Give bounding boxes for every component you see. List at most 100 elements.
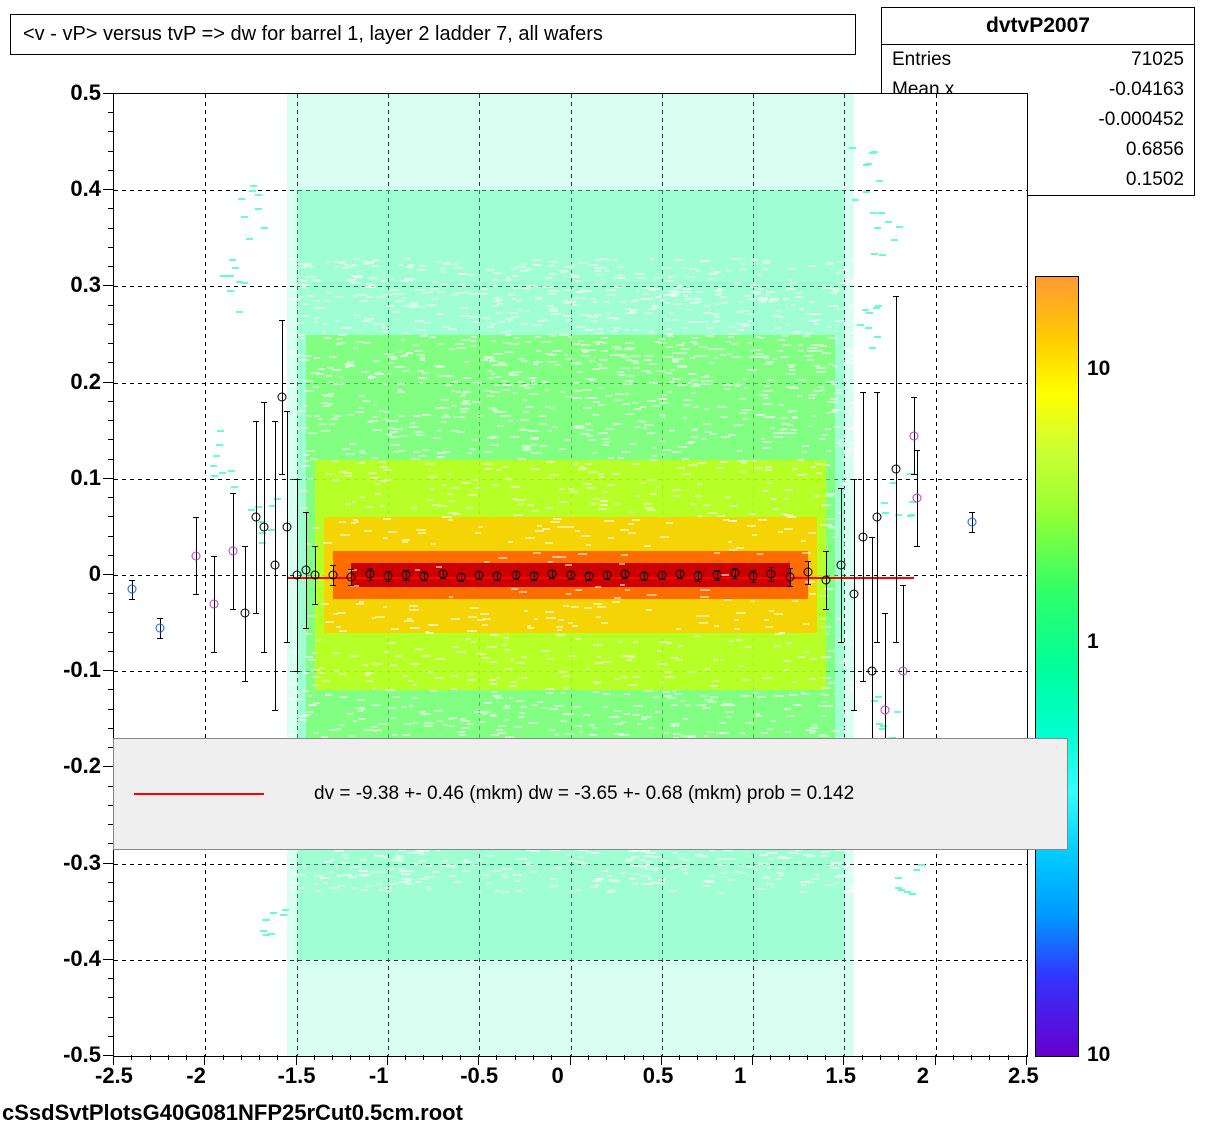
x-minor-tick	[989, 1055, 990, 1060]
density-speckle	[814, 319, 821, 321]
sparse-speckle	[255, 194, 262, 196]
sparse-speckle	[213, 455, 220, 457]
density-speckle	[329, 871, 334, 873]
density-speckle	[773, 432, 783, 434]
sparse-speckle	[232, 267, 239, 269]
profile-marker	[270, 561, 279, 570]
density-speckle	[664, 732, 669, 734]
density-speckle	[761, 301, 766, 303]
x-minor-tick	[405, 1055, 406, 1060]
density-speckle	[456, 651, 466, 653]
density-speckle	[596, 878, 603, 880]
profile-marker	[438, 570, 447, 579]
density-speckle	[616, 371, 624, 373]
error-cap	[129, 580, 135, 581]
sparse-speckle	[876, 180, 883, 182]
density-speckle	[581, 297, 587, 299]
density-speckle	[470, 340, 476, 342]
density-speckle	[323, 405, 330, 407]
density-speckle	[782, 428, 789, 430]
density-speckle	[417, 269, 425, 271]
density-speckle	[732, 343, 738, 345]
density-speckle	[565, 439, 572, 441]
density-speckle	[391, 358, 397, 360]
density-speckle	[633, 705, 642, 707]
x-minor-tick	[223, 1055, 224, 1060]
density-speckle	[739, 665, 744, 667]
density-speckle	[830, 411, 836, 413]
density-speckle	[603, 491, 608, 493]
density-speckle	[788, 411, 794, 413]
density-speckle	[340, 724, 345, 726]
error-cap	[768, 581, 774, 582]
density-speckle	[693, 406, 699, 408]
density-speckle	[801, 884, 806, 886]
y-tick-label: 0.5	[70, 80, 101, 106]
density-speckle	[326, 292, 330, 294]
density-speckle	[720, 461, 728, 463]
density-speckle	[766, 294, 770, 296]
density-speckle	[826, 262, 833, 264]
density-speckle	[603, 693, 611, 695]
x-tick-label: 2	[917, 1063, 929, 1089]
error-cap	[253, 613, 259, 614]
error-cap	[860, 681, 866, 682]
density-speckle	[358, 699, 364, 701]
sparse-speckle	[227, 275, 234, 277]
density-speckle	[809, 301, 813, 303]
density-speckle	[836, 272, 842, 274]
density-speckle	[625, 655, 634, 657]
density-speckle	[448, 718, 453, 720]
density-speckle	[625, 393, 629, 395]
density-speckle	[303, 380, 312, 382]
density-speckle	[369, 286, 376, 288]
density-speckle	[565, 564, 572, 566]
sparse-speckle	[913, 869, 920, 871]
density-speckle	[820, 734, 825, 736]
density-speckle	[424, 322, 431, 324]
density-speckle	[496, 729, 503, 731]
density-speckle	[338, 334, 346, 336]
error-cap	[860, 392, 866, 393]
density-speckle	[731, 520, 737, 522]
density-speckle	[390, 444, 399, 446]
density-speckle	[670, 725, 679, 727]
density-speckle	[381, 280, 387, 282]
density-speckle	[478, 892, 482, 894]
density-speckle	[402, 541, 407, 543]
x-minor-tick	[734, 1055, 735, 1060]
density-speckle	[841, 712, 849, 714]
error-cap	[230, 493, 236, 494]
density-speckle	[504, 351, 514, 353]
y-minor-tick	[108, 208, 113, 209]
sparse-speckle	[241, 216, 248, 218]
density-speckle	[606, 428, 614, 430]
density-speckle	[600, 350, 608, 352]
density-speckle	[496, 312, 503, 314]
density-speckle	[323, 882, 328, 884]
density-speckle	[304, 264, 312, 266]
density-speckle	[614, 503, 620, 505]
density-speckle	[644, 355, 654, 357]
density-speckle	[655, 882, 664, 884]
density-speckle	[706, 335, 714, 337]
density-speckle	[708, 701, 717, 703]
density-speckle	[515, 880, 520, 882]
error-cap	[348, 569, 354, 570]
y-tick	[103, 574, 113, 575]
density-speckle	[547, 477, 551, 479]
density-speckle	[575, 291, 581, 293]
density-speckle	[835, 876, 841, 878]
error-cap	[869, 537, 875, 538]
density-speckle	[518, 677, 528, 679]
density-speckle	[313, 386, 319, 388]
profile-marker	[676, 570, 685, 579]
density-speckle	[603, 706, 608, 708]
profile-marker	[192, 551, 201, 560]
density-speckle	[803, 854, 811, 856]
density-speckle	[552, 350, 562, 352]
density-speckle	[430, 690, 437, 692]
x-minor-tick	[953, 1055, 954, 1060]
density-speckle	[597, 656, 601, 658]
density-speckle	[510, 268, 516, 270]
